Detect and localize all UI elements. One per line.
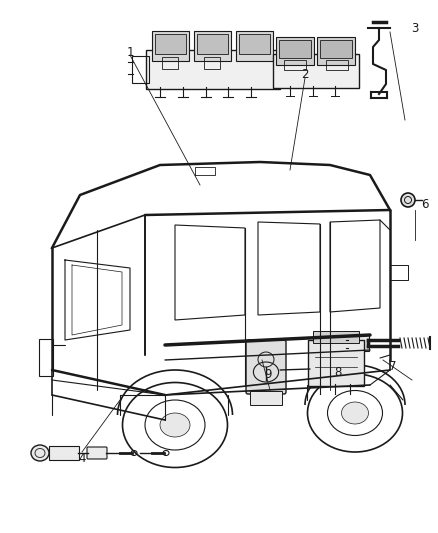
Text: 3: 3 <box>411 21 419 35</box>
FancyBboxPatch shape <box>152 31 189 61</box>
FancyBboxPatch shape <box>347 335 369 351</box>
FancyBboxPatch shape <box>273 54 359 88</box>
FancyBboxPatch shape <box>308 340 364 386</box>
Text: 8: 8 <box>334 366 342 378</box>
FancyBboxPatch shape <box>194 31 231 61</box>
FancyBboxPatch shape <box>236 31 273 61</box>
FancyBboxPatch shape <box>246 340 286 394</box>
Ellipse shape <box>342 402 368 424</box>
FancyBboxPatch shape <box>87 447 107 459</box>
Text: 6: 6 <box>421 198 429 212</box>
Text: 7: 7 <box>389 359 397 373</box>
Text: 1: 1 <box>126 45 134 59</box>
FancyBboxPatch shape <box>320 40 352 58</box>
Text: 9: 9 <box>264 368 272 382</box>
Text: 4: 4 <box>78 451 86 464</box>
FancyBboxPatch shape <box>155 34 186 54</box>
Text: 2: 2 <box>301 68 309 80</box>
FancyBboxPatch shape <box>276 37 314 65</box>
FancyBboxPatch shape <box>197 34 228 54</box>
Ellipse shape <box>401 193 415 207</box>
FancyBboxPatch shape <box>250 391 282 405</box>
FancyBboxPatch shape <box>239 34 270 54</box>
Ellipse shape <box>31 445 49 461</box>
FancyBboxPatch shape <box>49 446 79 460</box>
FancyBboxPatch shape <box>146 50 280 89</box>
FancyBboxPatch shape <box>313 331 359 343</box>
FancyBboxPatch shape <box>317 37 355 65</box>
FancyBboxPatch shape <box>279 40 311 58</box>
Ellipse shape <box>160 413 190 437</box>
